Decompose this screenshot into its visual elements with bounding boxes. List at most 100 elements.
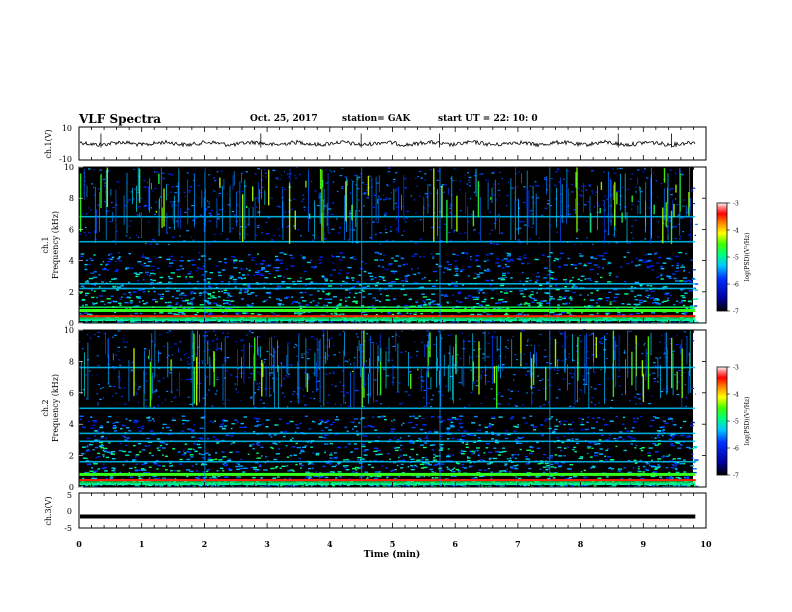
spectrogram-cell	[244, 289, 249, 291]
spectrogram-sferic	[590, 213, 592, 233]
spectrogram-cell	[489, 284, 493, 286]
spectrogram-cell	[115, 392, 117, 394]
spectrogram-cell	[369, 279, 372, 281]
spectrogram-cell	[289, 320, 292, 323]
spectrogram-cell	[83, 231, 86, 234]
spectrogram-cell	[519, 448, 522, 451]
spectrogram-cell	[218, 195, 220, 197]
spectrogram-cell	[220, 467, 224, 469]
spectrogram-cell	[299, 463, 302, 465]
spectrogram-cell	[153, 290, 156, 293]
spectrogram-cell	[243, 416, 248, 418]
spectrogram-cell	[82, 477, 84, 480]
spectrogram-cell	[320, 429, 324, 432]
spectrogram-cell	[295, 321, 297, 323]
spectrogram-cell	[653, 301, 656, 304]
spectrogram-cell	[346, 276, 349, 278]
spectrogram-cell	[177, 451, 181, 453]
spectrogram-cell	[222, 456, 227, 458]
spectrogram-cell	[365, 197, 368, 199]
spectrogram-cell	[563, 435, 565, 438]
spectrogram-cell	[225, 299, 230, 302]
spectrogram-cell	[365, 262, 367, 265]
spectrogram-cell	[473, 277, 477, 279]
spectrogram-cell	[388, 285, 393, 287]
spectrogram-cell	[90, 259, 94, 262]
spectrogram-cell	[159, 281, 162, 284]
spectrogram-cell	[689, 198, 692, 200]
spectrogram-sferic	[599, 208, 601, 214]
spectrogram-cell	[344, 282, 349, 284]
spectrogram-cell	[673, 462, 678, 464]
spectrogram-cell	[694, 305, 698, 307]
spectrogram-cell	[631, 204, 634, 206]
spectrogram-sferic	[148, 186, 149, 210]
spectrogram-cell	[411, 426, 416, 429]
spectrogram-cell	[502, 320, 507, 323]
spectrogram-cell	[488, 211, 492, 213]
spectrogram-cell	[349, 291, 352, 294]
spectrogram-cell	[192, 297, 195, 299]
spectrogram-cell	[108, 442, 111, 444]
spectrogram-cell	[92, 461, 96, 464]
spectrogram-cell	[256, 469, 259, 471]
spectrogram-cell	[332, 471, 335, 473]
spectrogram-cell	[609, 467, 612, 469]
spectrogram-cell	[390, 428, 396, 430]
spectrogram-cell	[390, 191, 393, 194]
spectrogram-sferic	[690, 198, 691, 211]
spectrogram-cell	[634, 264, 639, 267]
spectrogram-cell	[297, 229, 299, 231]
spectrogram-cell	[396, 438, 400, 441]
spectrogram-cell	[668, 416, 672, 419]
spectrogram-sferic	[679, 173, 681, 212]
spectrogram-cell	[172, 448, 176, 450]
spectrogram-cell	[277, 275, 282, 277]
spectrogram-cell	[453, 425, 455, 428]
spectrogram-cell	[627, 460, 631, 462]
spectrogram-cell	[318, 475, 323, 477]
spectrogram-cell	[334, 312, 338, 314]
spectrogram-cell	[319, 422, 322, 424]
spectrogram-cell	[256, 424, 262, 426]
spectrogram-cell	[415, 424, 418, 426]
spectrogram-cell	[107, 302, 112, 304]
spectrogram-cell	[393, 419, 396, 421]
spectrogram-cell	[363, 450, 367, 453]
spectrogram-cell	[260, 477, 263, 479]
spectrogram-cell	[446, 261, 449, 263]
spectrogram-cell	[450, 419, 452, 422]
spectrogram-cell	[224, 476, 229, 478]
spectrogram-cell	[459, 426, 464, 428]
spectrogram-cell	[499, 485, 504, 487]
spectrogram-cell	[416, 453, 419, 456]
spectrogram-cell	[527, 340, 529, 342]
spectrogram-cell	[570, 263, 574, 266]
spectrogram-cell	[694, 485, 696, 487]
spectrogram-cell	[494, 482, 498, 484]
spectrogram-cell	[636, 312, 640, 315]
spectrogram-cell	[468, 275, 470, 277]
spectrogram-cell	[613, 437, 616, 440]
spectrogram-cell	[497, 454, 502, 456]
spectrogram-cell	[506, 468, 508, 470]
spectrogram-cell	[476, 276, 481, 278]
spectrogram-cell	[570, 299, 573, 301]
spectrogram-cell	[486, 356, 490, 358]
spectrogram-cell	[169, 462, 172, 465]
spectrogram-cell	[174, 204, 178, 206]
spectrogram-cell	[101, 290, 106, 292]
spectrogram-cell	[466, 183, 469, 185]
spectrogram-cell	[508, 459, 512, 462]
spectrogram-cell	[353, 175, 356, 177]
colorbar-tick-label: -3	[733, 201, 739, 208]
spectrogram-cell	[519, 485, 522, 487]
spectrogram-cell	[586, 237, 588, 239]
spectrogram-cell	[577, 485, 580, 487]
spectrogram-cell	[666, 297, 670, 299]
spectrogram-cell	[662, 429, 665, 431]
spectrogram-sferic	[174, 195, 175, 230]
spectrogram-cell	[147, 419, 152, 422]
spectrogram-cell	[284, 211, 286, 213]
spectrogram-cell	[325, 420, 330, 422]
